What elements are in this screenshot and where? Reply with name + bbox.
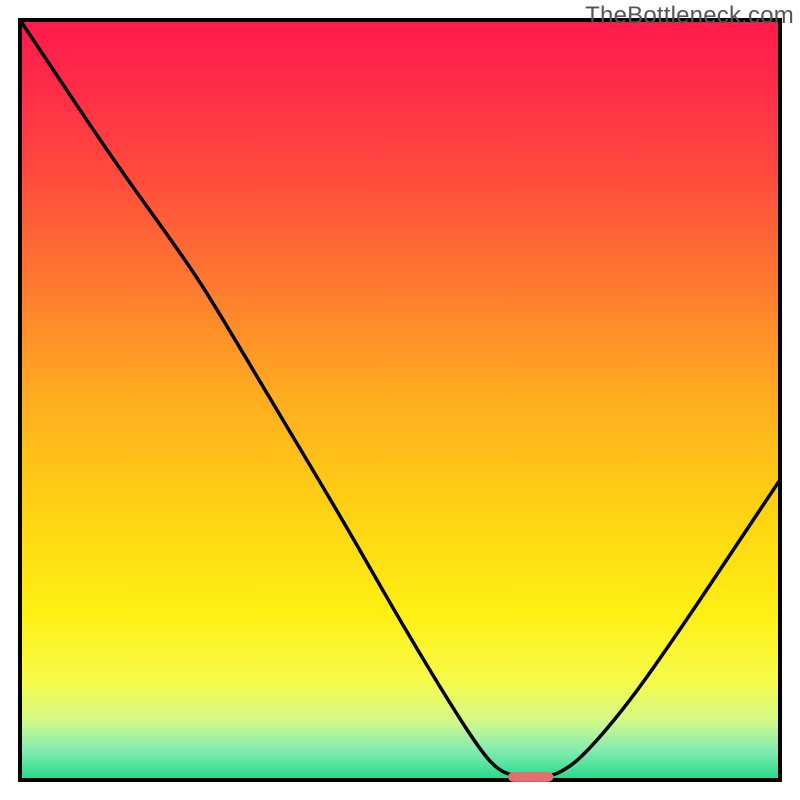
gradient-background [20,20,780,780]
chart-container: TheBottleneck.com [0,0,800,800]
optimal-marker [508,772,554,782]
bottleneck-plot [0,0,800,800]
